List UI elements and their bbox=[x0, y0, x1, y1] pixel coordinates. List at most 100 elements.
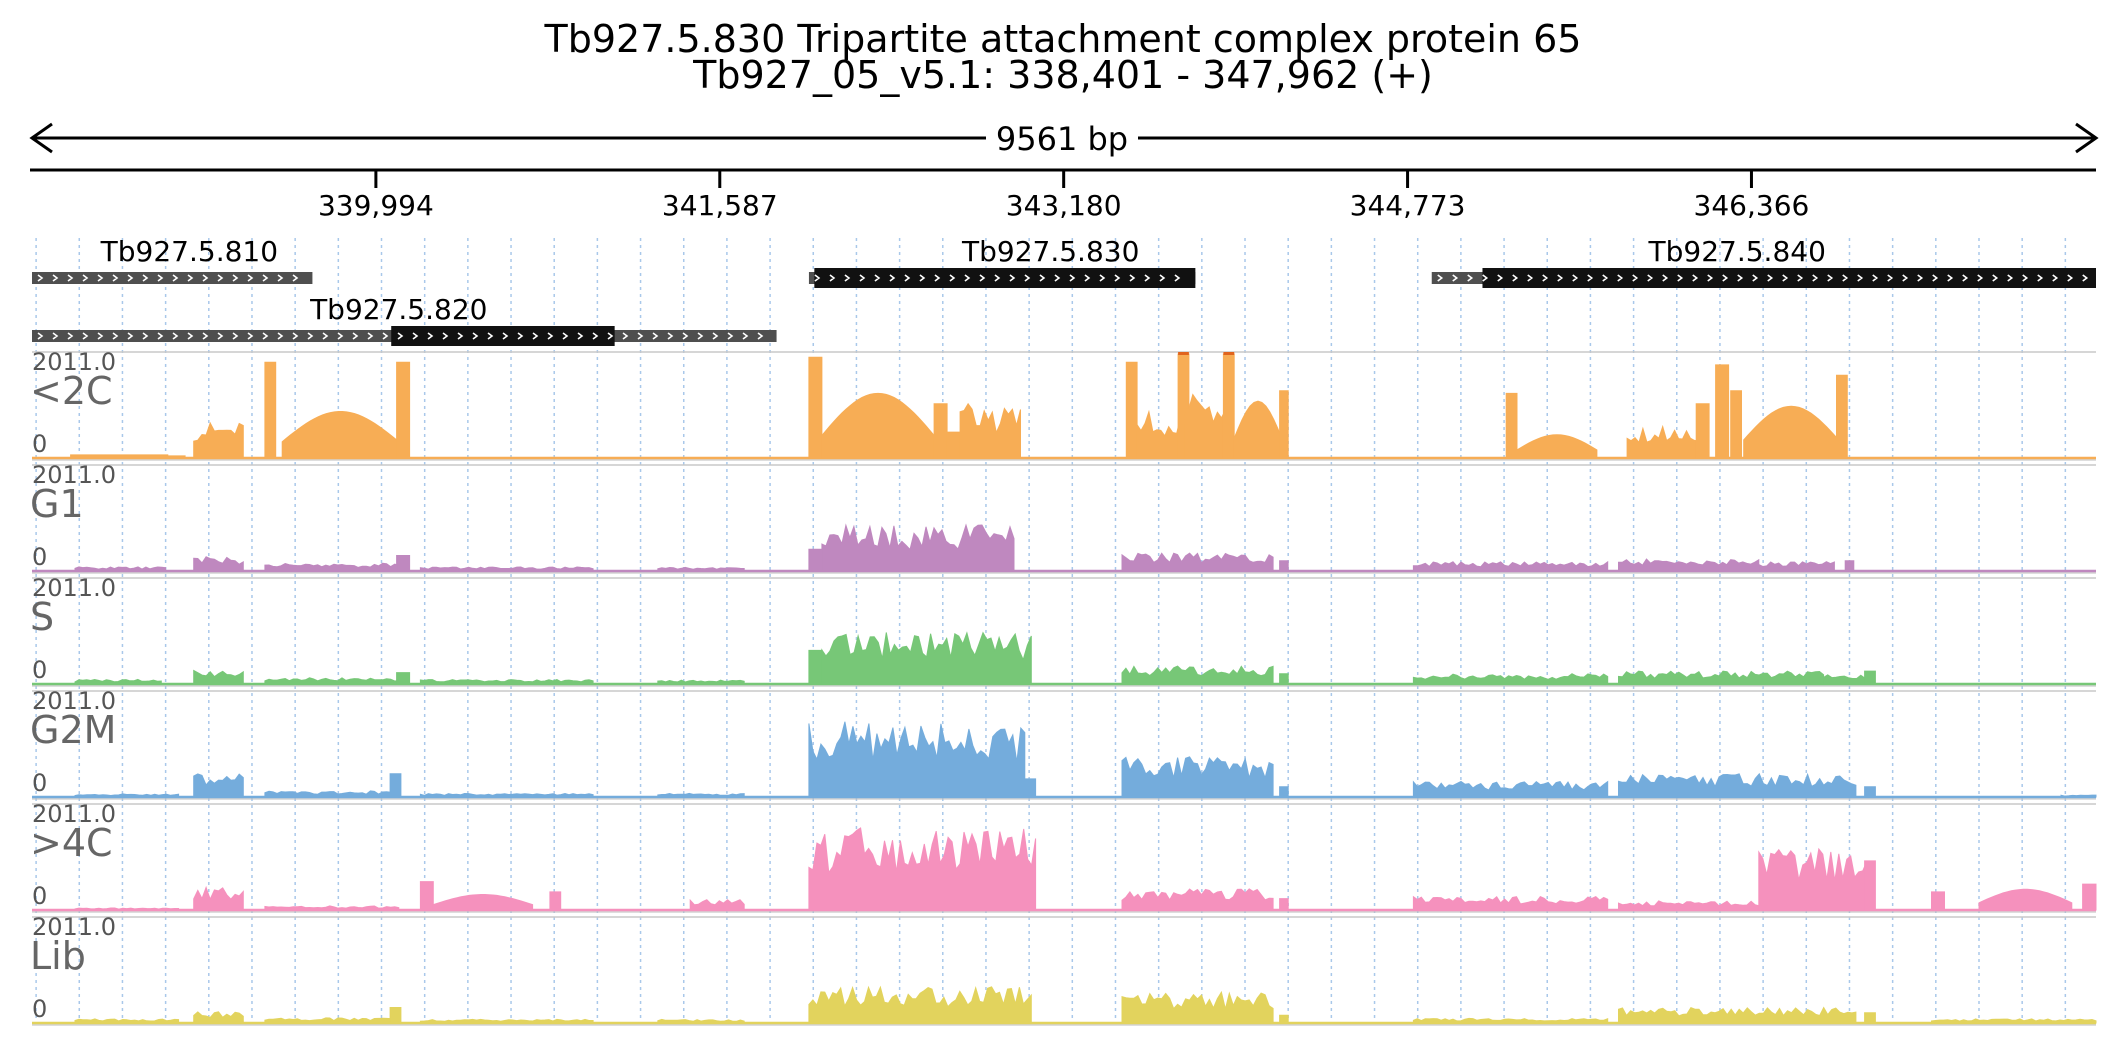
coverage-area bbox=[689, 898, 745, 911]
coverage-area bbox=[1121, 665, 1274, 685]
coverage-area bbox=[1412, 895, 1609, 911]
gene-cds bbox=[814, 268, 1196, 288]
position-axis: 339,994 341,587 343,180 344,773 346,366 bbox=[30, 168, 2096, 222]
coverage-area bbox=[396, 672, 411, 685]
strand-chevron-icon bbox=[37, 274, 299, 282]
axis-tick-label: 341,587 bbox=[662, 189, 778, 222]
coverage-area bbox=[1695, 403, 1710, 459]
coverage-area bbox=[1125, 361, 1138, 459]
coverage-area bbox=[389, 773, 402, 798]
coverage-area bbox=[193, 421, 244, 459]
coverage-tracks: 2011.00<2C2011.00G12011.00S2011.00G2M201… bbox=[30, 348, 2097, 1026]
coverage-area bbox=[1412, 560, 1609, 572]
track-max-label: 2011.0 bbox=[32, 348, 116, 376]
coverage-area bbox=[150, 455, 186, 459]
coverage-area bbox=[1864, 670, 1876, 685]
track-min-label: 0 bbox=[32, 882, 47, 910]
coverage-area bbox=[821, 523, 1015, 572]
coverage-area bbox=[264, 562, 400, 572]
track-min-label: 0 bbox=[32, 543, 47, 571]
coverage-area bbox=[1136, 409, 1186, 459]
coverage-area bbox=[264, 790, 400, 798]
coverage-area bbox=[74, 793, 180, 798]
coverage-area bbox=[1730, 390, 1742, 459]
track-max-label: 2011.0 bbox=[32, 687, 116, 715]
gene-models: Tb927.5.810 Tb927.5.820 Tb927.5.830 Tb927.5… bbox=[32, 235, 2096, 346]
coverage-area bbox=[1626, 424, 1699, 459]
coverage-area bbox=[946, 431, 961, 459]
coverage-area bbox=[432, 894, 534, 911]
coverage-area bbox=[1978, 888, 2073, 911]
coverage-area bbox=[1864, 1012, 1876, 1024]
coverage-area bbox=[193, 885, 244, 911]
strand-chevron-icon bbox=[1437, 274, 2089, 282]
clipped-peak-marker bbox=[1223, 352, 1235, 355]
coverage-area bbox=[1743, 405, 1840, 459]
coverage-area bbox=[1121, 990, 1274, 1024]
track-max-label: 2011.0 bbox=[32, 800, 116, 828]
coverage-area bbox=[264, 677, 400, 685]
strand-chevron-icon bbox=[814, 274, 1181, 282]
coverage-area bbox=[549, 891, 562, 911]
gene-transcript bbox=[32, 272, 313, 284]
coverage-area bbox=[1412, 673, 1609, 685]
coverage-area bbox=[1279, 898, 1289, 911]
gene-label: Tb927.5.830 bbox=[961, 235, 1139, 268]
gene-cds bbox=[391, 326, 615, 346]
axis-tick-label: 344,773 bbox=[1350, 189, 1466, 222]
coverage-area bbox=[389, 1007, 402, 1024]
track-max-label: 2011.0 bbox=[32, 574, 116, 602]
track-max-label: 2011.0 bbox=[32, 913, 116, 941]
coverage-area bbox=[1836, 374, 1848, 459]
coverage-area bbox=[1024, 778, 1037, 798]
coverage-area bbox=[808, 721, 1026, 798]
coverage-area bbox=[1505, 392, 1518, 459]
coverage-area bbox=[808, 356, 823, 459]
coverage-area bbox=[1618, 670, 1825, 685]
coverage-area bbox=[1412, 780, 1609, 798]
coverage-area bbox=[1279, 560, 1289, 572]
coverage-area bbox=[419, 1018, 594, 1024]
coverage-area bbox=[419, 792, 594, 798]
coverage-area bbox=[70, 454, 169, 459]
track-name-label: S bbox=[30, 595, 54, 639]
figure-subtitle: Tb927_05_v5.1: 338,401 - 347,962 (+) bbox=[693, 53, 1433, 97]
track-min-label: 0 bbox=[32, 430, 47, 458]
track-min-label: 0 bbox=[32, 995, 47, 1023]
coverage-area bbox=[1233, 400, 1283, 459]
span-arrow-right-icon bbox=[2075, 122, 2099, 154]
coverage-area bbox=[1931, 1018, 2097, 1024]
strand-chevron-icon bbox=[37, 332, 764, 340]
coverage-area bbox=[74, 907, 180, 911]
coverage-area bbox=[1121, 756, 1274, 798]
track-min-label: 0 bbox=[32, 769, 47, 797]
coverage-area bbox=[2060, 794, 2097, 798]
coverage-area bbox=[1279, 1014, 1289, 1024]
coverage-area bbox=[193, 669, 244, 685]
coverage-area bbox=[1222, 353, 1235, 459]
coverage-area bbox=[419, 678, 594, 685]
coverage-area bbox=[657, 1018, 745, 1024]
coverage-area bbox=[1931, 891, 1945, 911]
track-max-label: 2011.0 bbox=[32, 461, 116, 489]
axis-tick-label: 339,994 bbox=[318, 189, 434, 222]
coverage-area bbox=[657, 679, 745, 685]
axis-tick-label: 346,366 bbox=[1694, 189, 1810, 222]
coverage-area bbox=[821, 392, 935, 459]
figure-title: Tb927.5.830 Tripartite attachment comple… bbox=[544, 17, 1582, 61]
coverage-area bbox=[419, 881, 434, 911]
track-name-label: <2C bbox=[30, 369, 113, 413]
coverage-area bbox=[959, 402, 1021, 459]
coverage-area bbox=[1618, 772, 1857, 798]
track-name-label: Lib bbox=[30, 934, 86, 978]
coverage-area bbox=[821, 631, 1032, 685]
track-name-label: >4C bbox=[30, 821, 113, 865]
coverage-area bbox=[1279, 673, 1289, 685]
coverage-area bbox=[264, 1017, 400, 1024]
coverage-area bbox=[2082, 883, 2097, 911]
clipped-peak-marker bbox=[1178, 352, 1189, 355]
coverage-area bbox=[1516, 434, 1598, 459]
gene-label: Tb927.5.820 bbox=[309, 293, 487, 326]
span-arrow-left-icon bbox=[29, 122, 53, 154]
axis-tick-label: 343,180 bbox=[1006, 189, 1122, 222]
